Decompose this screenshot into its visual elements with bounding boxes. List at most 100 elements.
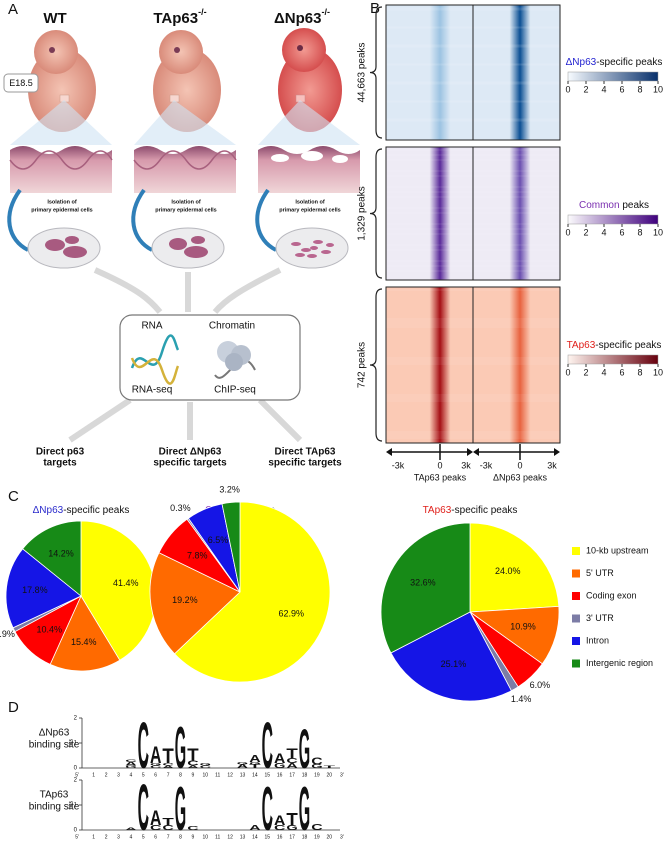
isolation-arrow	[7, 188, 278, 252]
position-label: 19	[314, 772, 320, 778]
legend-label: 3' UTR	[586, 613, 614, 623]
target-label: Direct TAp63	[275, 447, 336, 458]
logo-letter: A	[249, 824, 261, 832]
value-label: 14.2%	[48, 548, 74, 558]
pie-slice	[173, 501, 331, 683]
legend-rest: -specific peaks	[595, 340, 661, 351]
peak-count: 1,329 peaks	[357, 186, 368, 241]
target-label: specific targets	[153, 458, 227, 469]
logo-letter: T	[286, 809, 298, 828]
heatmap	[386, 287, 473, 443]
zoom-cone	[258, 100, 360, 145]
stage-box	[3, 73, 39, 93]
logo-letter: C	[311, 823, 322, 833]
genotype-label: TAp63-/-	[153, 7, 206, 27]
position-label: 3	[117, 834, 120, 840]
legend-swatch	[572, 637, 580, 645]
genotype: WT	[43, 10, 66, 27]
position-label: 13	[240, 834, 246, 840]
logo-letter: G	[249, 761, 260, 765]
box-label: RNA	[141, 321, 162, 332]
x-axis-label: ΔNp63 peaks	[493, 472, 548, 482]
heatmap-legend: Common peaks	[579, 200, 649, 211]
x-tick-label: -3k	[392, 460, 405, 470]
isolation-label: primary epidermal cells	[155, 207, 216, 213]
value-label: 17.8%	[22, 585, 48, 595]
isolation-label: Isolation of	[171, 199, 201, 205]
legend-rest: -specific peaks	[596, 57, 662, 68]
logo-letter: G	[274, 762, 285, 770]
value-label: 19.2%	[172, 595, 198, 605]
legend-highlight: Common	[579, 200, 620, 211]
position-label: 3	[117, 772, 120, 778]
logo-letter: G	[237, 761, 248, 765]
logo-letter: G	[299, 717, 310, 780]
box-label: ChIP-seq	[214, 385, 256, 396]
logo-letter: C	[138, 772, 149, 845]
peak-count: 742 peaks	[357, 342, 368, 388]
position-label: 15	[265, 772, 271, 778]
position-label: 20	[327, 834, 333, 840]
logo-letter: C	[274, 824, 286, 832]
colorbar-tick-label: 4	[601, 227, 606, 237]
logo-letter: C	[262, 773, 273, 843]
position-label: 14	[252, 772, 258, 778]
logo-letter: C	[200, 765, 211, 769]
box-label: RNA-seq	[132, 385, 173, 396]
x-tick-label: 0	[437, 460, 442, 470]
legend-swatch	[572, 614, 580, 623]
genotype-label: WT	[43, 10, 66, 27]
value-label: 7.8%	[187, 551, 208, 561]
logo-letter: T	[324, 765, 336, 769]
site-name: ΔNp63	[39, 728, 70, 739]
y-tick-label: 1	[74, 741, 78, 747]
logo-letter: A	[249, 753, 261, 764]
position-label: 13	[240, 772, 246, 778]
position-label: 17	[289, 772, 295, 778]
position-label: 11	[215, 834, 220, 840]
logo-letter: G	[125, 765, 136, 769]
pie-slice	[49, 595, 121, 672]
heatmap-legend: TAp63-specific peaks	[567, 340, 662, 351]
y-axis-label: bits	[68, 800, 74, 809]
logo-letter: C	[162, 763, 173, 767]
logo-letter: T	[249, 764, 260, 770]
position-label: 6	[154, 772, 157, 778]
y-tick-label: 1	[74, 803, 78, 809]
logo-letter: G	[311, 764, 322, 770]
isolation-label: primary epidermal cells	[31, 207, 92, 213]
legend-highlight: TAp63	[567, 340, 596, 351]
value-label: 15.4%	[71, 637, 97, 647]
logo-letter: C	[286, 757, 298, 765]
position-label: 6	[154, 834, 157, 840]
flow-arrow	[68, 267, 303, 443]
position-label: 18	[302, 834, 308, 840]
logo-letter: T	[162, 746, 174, 768]
logo-letter: C	[187, 759, 199, 767]
isolation-label: Isolation of	[295, 199, 325, 205]
colorbar-tick-label: 10	[653, 227, 663, 237]
position-label: 9	[192, 834, 195, 840]
legend-swatch	[572, 659, 580, 668]
title-rest: -specific peaks	[63, 505, 129, 516]
position-label: 11	[215, 772, 220, 778]
position-label: 16	[277, 834, 283, 840]
value-label: 41.4%	[113, 578, 139, 588]
dish	[27, 227, 101, 269]
position-label: 12	[227, 834, 233, 840]
box-label: Chromatin	[209, 321, 255, 332]
colorbar-tick-label: 2	[583, 227, 588, 237]
position-label: 20	[327, 772, 333, 778]
chart-title: TAp63-specific peaks	[423, 505, 518, 516]
value-label: 6.5%	[208, 535, 229, 545]
logo-letter: G	[200, 763, 211, 767]
position-label: 4	[130, 772, 133, 778]
position-label: 8	[179, 772, 182, 778]
value-label: 32.6%	[410, 578, 436, 588]
x-tick-label: 3k	[461, 460, 471, 470]
position-label: 7	[167, 834, 170, 840]
title-highlight: TAp63	[423, 505, 452, 516]
pie-slice	[22, 520, 82, 597]
pie-slice	[221, 501, 241, 593]
logo-letter: T	[286, 745, 298, 761]
